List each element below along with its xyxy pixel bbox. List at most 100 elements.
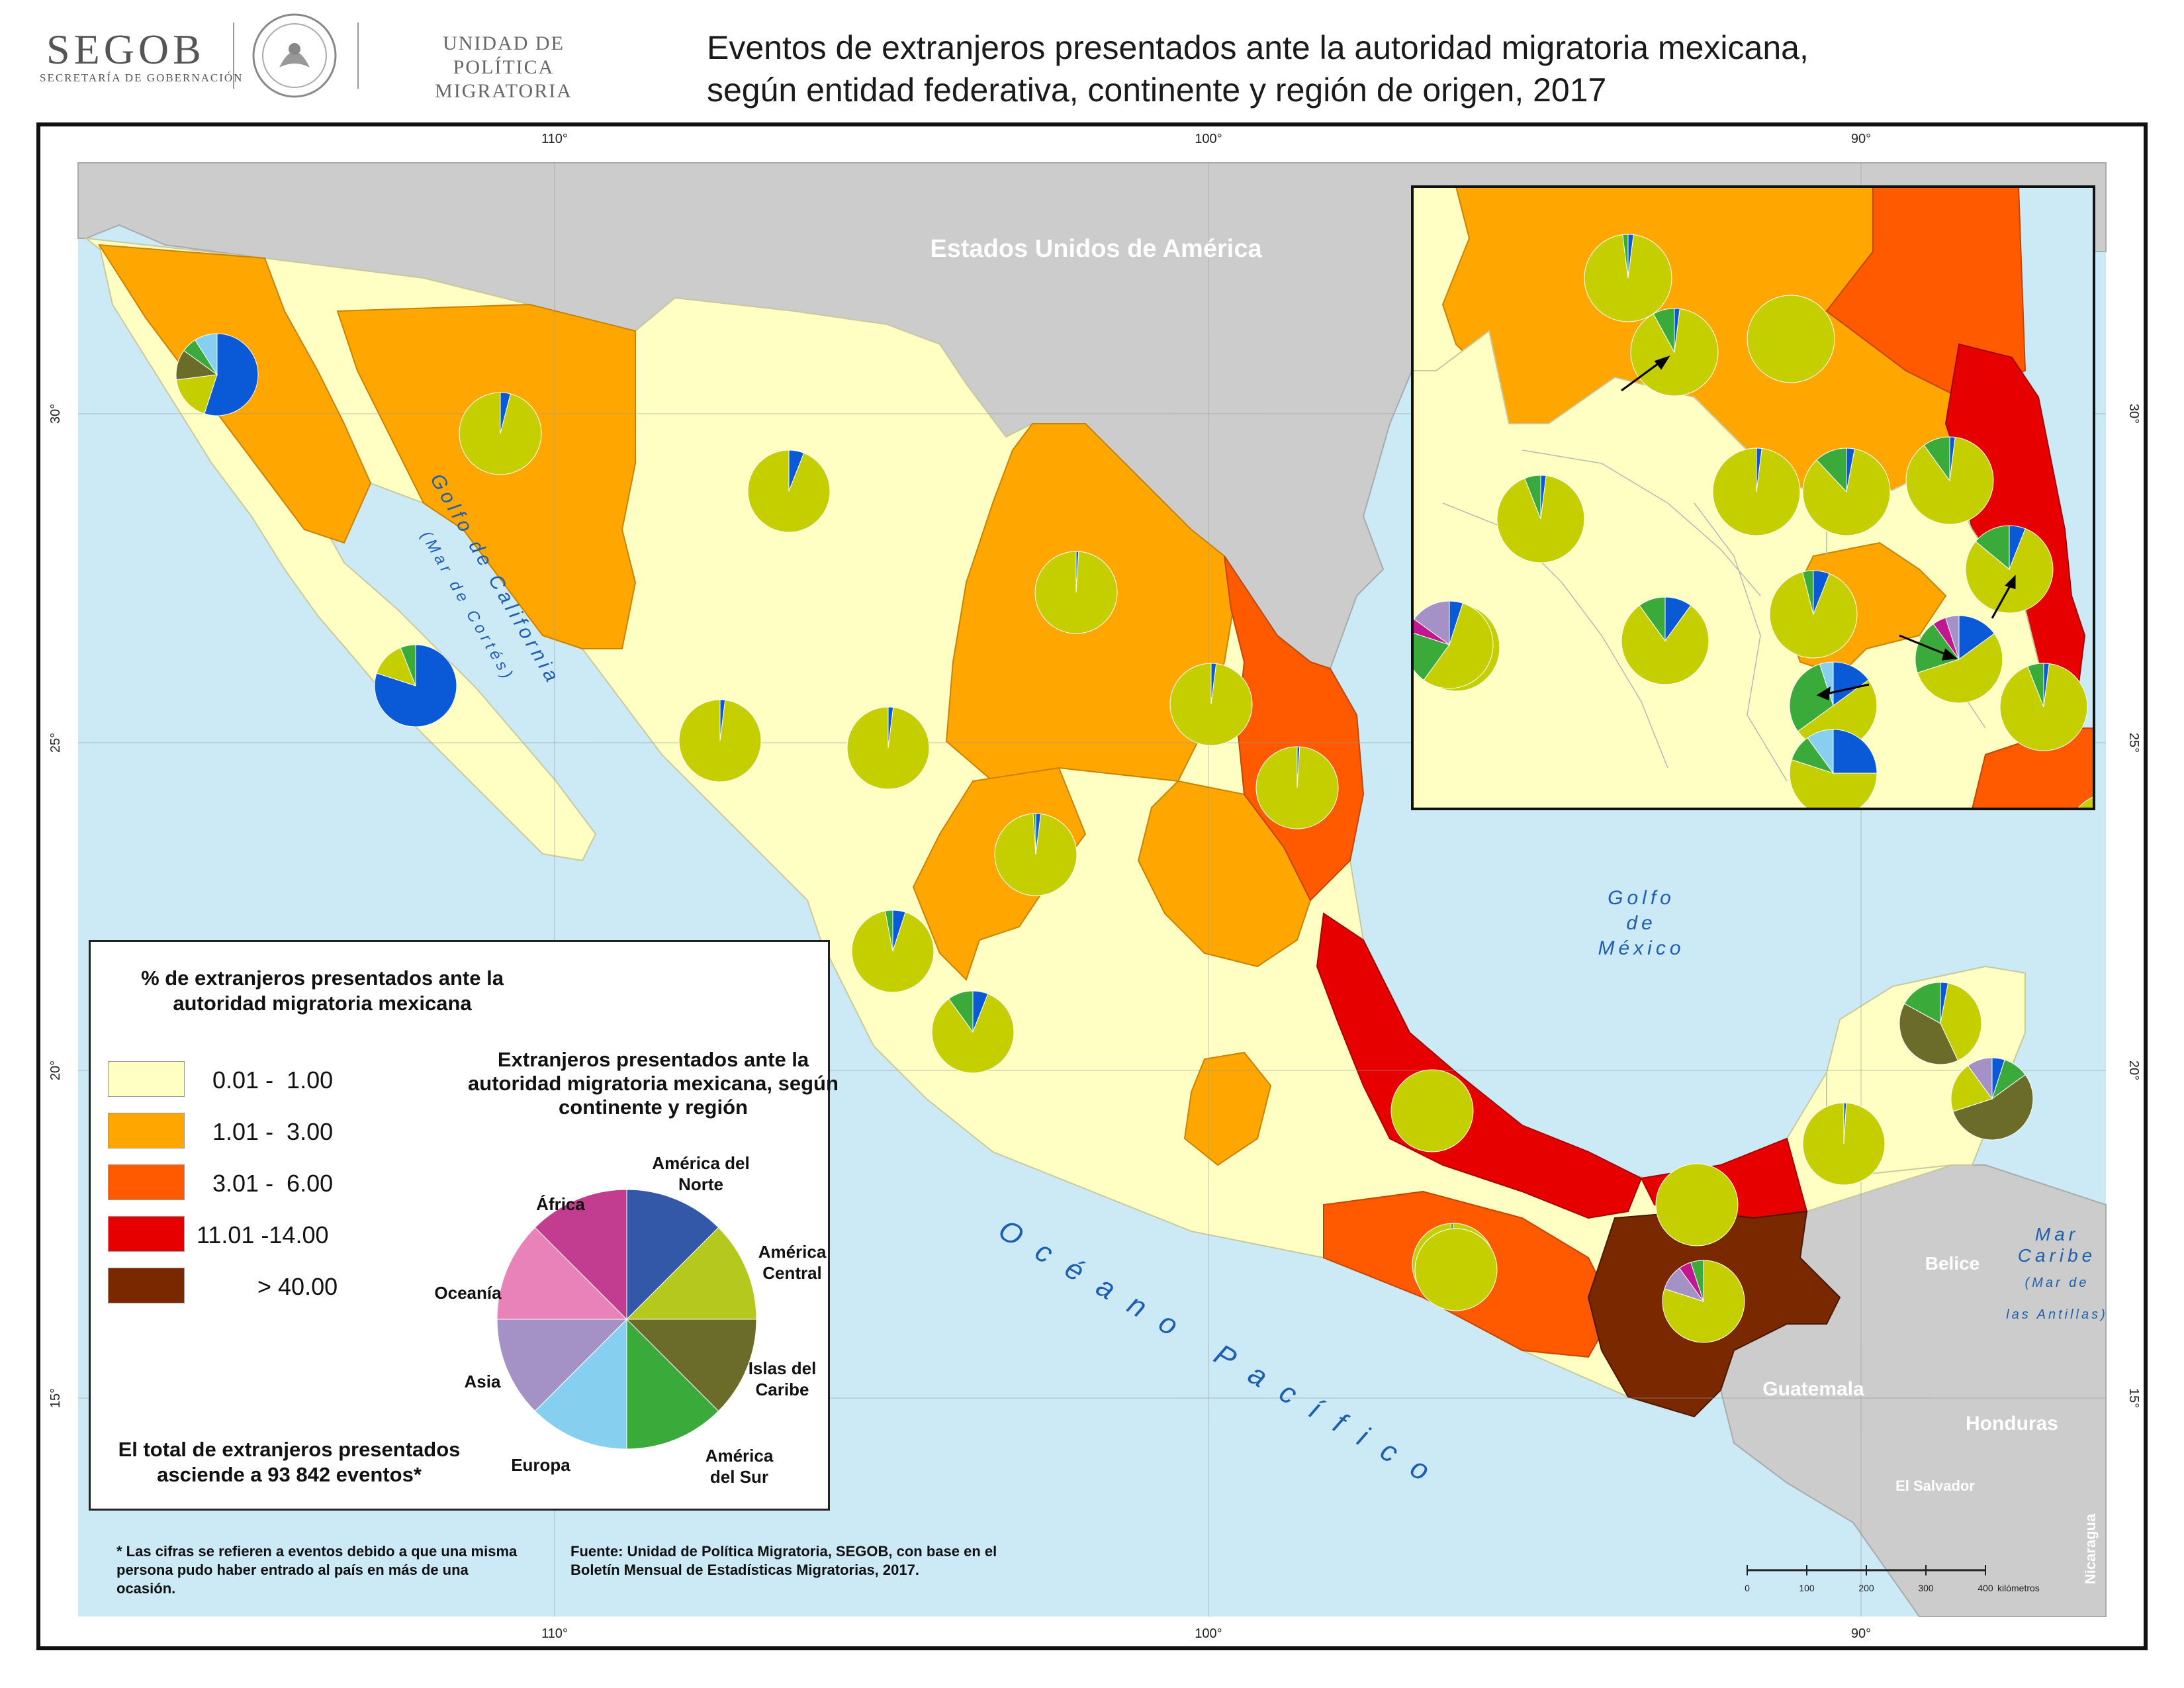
inset-pie-10-slice-2: [1769, 571, 1858, 659]
state-pie-9-slice-2: [994, 813, 1077, 896]
legend-title: % de extranjeros presentados ante la aut…: [141, 966, 504, 1015]
state-pie-8-slice-2: [846, 706, 930, 790]
inset-pie-2-slice-3: [1653, 308, 1675, 353]
inset-pie-6: [1905, 436, 1994, 525]
state-pie-20: [1950, 1057, 2034, 1141]
state-pie-6-slice-2: [1169, 663, 1253, 746]
inset-pie-charts: [1412, 234, 2094, 809]
inset-pie-7: [1496, 475, 1585, 563]
scale-unit: kilómetros: [1997, 1583, 2040, 1593]
inset-pie-16-slice-4: [1807, 729, 1834, 774]
grid-label-top-2: 100°: [1195, 132, 1222, 146]
state-pie-9: [994, 813, 1077, 896]
inset-pie-9-slice-2: [1917, 633, 2003, 704]
grid-label-top-1: 110°: [541, 132, 568, 146]
legend-cat-america-norte: América del Norte: [652, 1153, 750, 1194]
state-pie-17-slice-1: [1414, 1228, 1498, 1311]
legend-swatch-1: [108, 1061, 185, 1097]
state-pie-6: [1169, 663, 1253, 746]
legend-cat-oceania: Oceanía: [434, 1283, 502, 1303]
legend-cat-america-sur: América del Sur: [705, 1446, 774, 1487]
grid-label-bottom-1: 110°: [541, 1626, 568, 1641]
header-divider-2: [357, 23, 359, 89]
inset-pie-16-slice-1: [1833, 729, 1878, 774]
footnote-source: Fuente: Unidad de Política Migratoria, S…: [570, 1543, 997, 1578]
legend-class-label-5: > 40.00: [257, 1273, 338, 1300]
inset-pie-9-slice-3: [1915, 623, 1960, 674]
inset-pie-11-slice-2: [1621, 604, 1709, 685]
state-pie-19: [1899, 982, 1982, 1065]
legend-pie-slice-3: [625, 1319, 757, 1412]
label-belize: Belice: [1925, 1253, 1980, 1274]
label-honduras: Honduras: [1966, 1413, 2058, 1434]
state-pie-2-slice-2: [459, 392, 542, 475]
state-pie-13: [1390, 1069, 1474, 1152]
inset-pie-17: [2077, 796, 2094, 809]
label-gulf-of-mexico-2: de: [1626, 912, 1656, 934]
inset-pie-15-slice-2: [1999, 663, 2088, 751]
legend-pie-slice-6: [496, 1319, 628, 1412]
grid-label-left-1: 30°: [48, 404, 63, 424]
state-pie-1: [175, 333, 259, 416]
agency-name: UNIDAD DE POLÍTICA MIGRATORIA: [401, 32, 606, 103]
inset-pie-6-slice-3: [1923, 436, 1950, 482]
legend-pie-slice-2: [625, 1227, 757, 1320]
inset-pie-8-slice-2: [1965, 528, 2054, 614]
inset-pie-10-slice-3: [1801, 570, 1814, 615]
state-pie-5-slice-2: [1034, 551, 1118, 634]
graticule-labels: 110° 100° 90° 110° 100° 90° 30° 25° 20° …: [48, 132, 2141, 1641]
inset-pie-4-slice-2: [1712, 447, 1801, 536]
grid-label-top-3: 90°: [1851, 132, 1871, 146]
label-caribbean-2: Caribe: [2018, 1245, 2096, 1266]
legend-cat-europa: Europa: [511, 1455, 570, 1475]
state-pie-8: [846, 706, 930, 790]
scale-tick-0: 0: [1745, 1583, 1750, 1593]
inset-pie-14-slice-1: [1833, 661, 1870, 706]
inset-pie-10: [1769, 570, 1858, 659]
state-pie-20-slice-3: [1952, 1074, 2034, 1141]
state-pie-4: [374, 644, 457, 727]
agency-line-1: UNIDAD DE POLÍTICA: [443, 32, 565, 78]
state-pie-4-slice-2: [376, 647, 416, 686]
state-pie-11: [851, 910, 934, 993]
inset-panel: [1411, 185, 2095, 810]
label-gulf-of-mexico-1: Golfo: [1608, 887, 1675, 909]
agency-line-2: MIGRATORIA: [435, 80, 572, 102]
state-pie-12-slice-3: [948, 990, 974, 1033]
legend-class-label-1: 0.01 - 1.00: [212, 1066, 334, 1094]
inset-pie-1-slice-3: [1622, 234, 1629, 279]
inset-pie-13-slice-2: [1423, 602, 1494, 689]
inset-pie-8-slice-3: [1975, 525, 2010, 571]
map-title-line-2: según entidad federativa, continente y r…: [707, 71, 1607, 109]
state-pie-3: [747, 449, 831, 533]
legend-swatch-2: [108, 1113, 185, 1149]
state-pie-2: [459, 392, 542, 475]
legend-swatch-3: [108, 1164, 185, 1200]
inset-pie-14-slice-3: [1789, 663, 1834, 732]
scale-tick-200: 200: [1858, 1583, 1874, 1593]
state-pie-5: [1034, 551, 1118, 634]
grid-label-right-3: 20°: [2126, 1060, 2141, 1080]
state-pie-1-slice-1: [204, 333, 259, 416]
state-pie-15-slice-1: [1655, 1163, 1739, 1246]
legend-swatch-5: [108, 1268, 185, 1303]
inset-pie-15-slice-3: [2027, 663, 2044, 708]
inset-pie-16: [1789, 729, 1878, 809]
legend-pie: [496, 1189, 757, 1450]
legend-box: % de extranjeros presentados ante la aut…: [89, 940, 839, 1511]
grid-label-left-3: 20°: [48, 1060, 63, 1080]
grid-label-bottom-3: 90°: [1851, 1626, 1871, 1641]
inset-pie-1: [1584, 234, 1672, 322]
legend-pie-slice-1: [626, 1189, 719, 1321]
state-queretaro-hidalgo-orange: [1183, 1051, 1272, 1166]
legend-category-pie: [496, 1189, 757, 1450]
legend-cat-islas-caribe: Islas del Caribe: [748, 1358, 817, 1399]
inset-pie-3: [1747, 295, 1835, 383]
state-pie-11-slice-2: [851, 910, 934, 993]
state-pie-19-slice-2: [1940, 982, 1982, 1061]
state-pie-15: [1655, 1163, 1739, 1246]
legend-pie-slice-7: [496, 1227, 628, 1320]
segob-logo-word: SEGOB: [46, 26, 205, 73]
inset-redorange-northeast: [1825, 187, 2026, 399]
